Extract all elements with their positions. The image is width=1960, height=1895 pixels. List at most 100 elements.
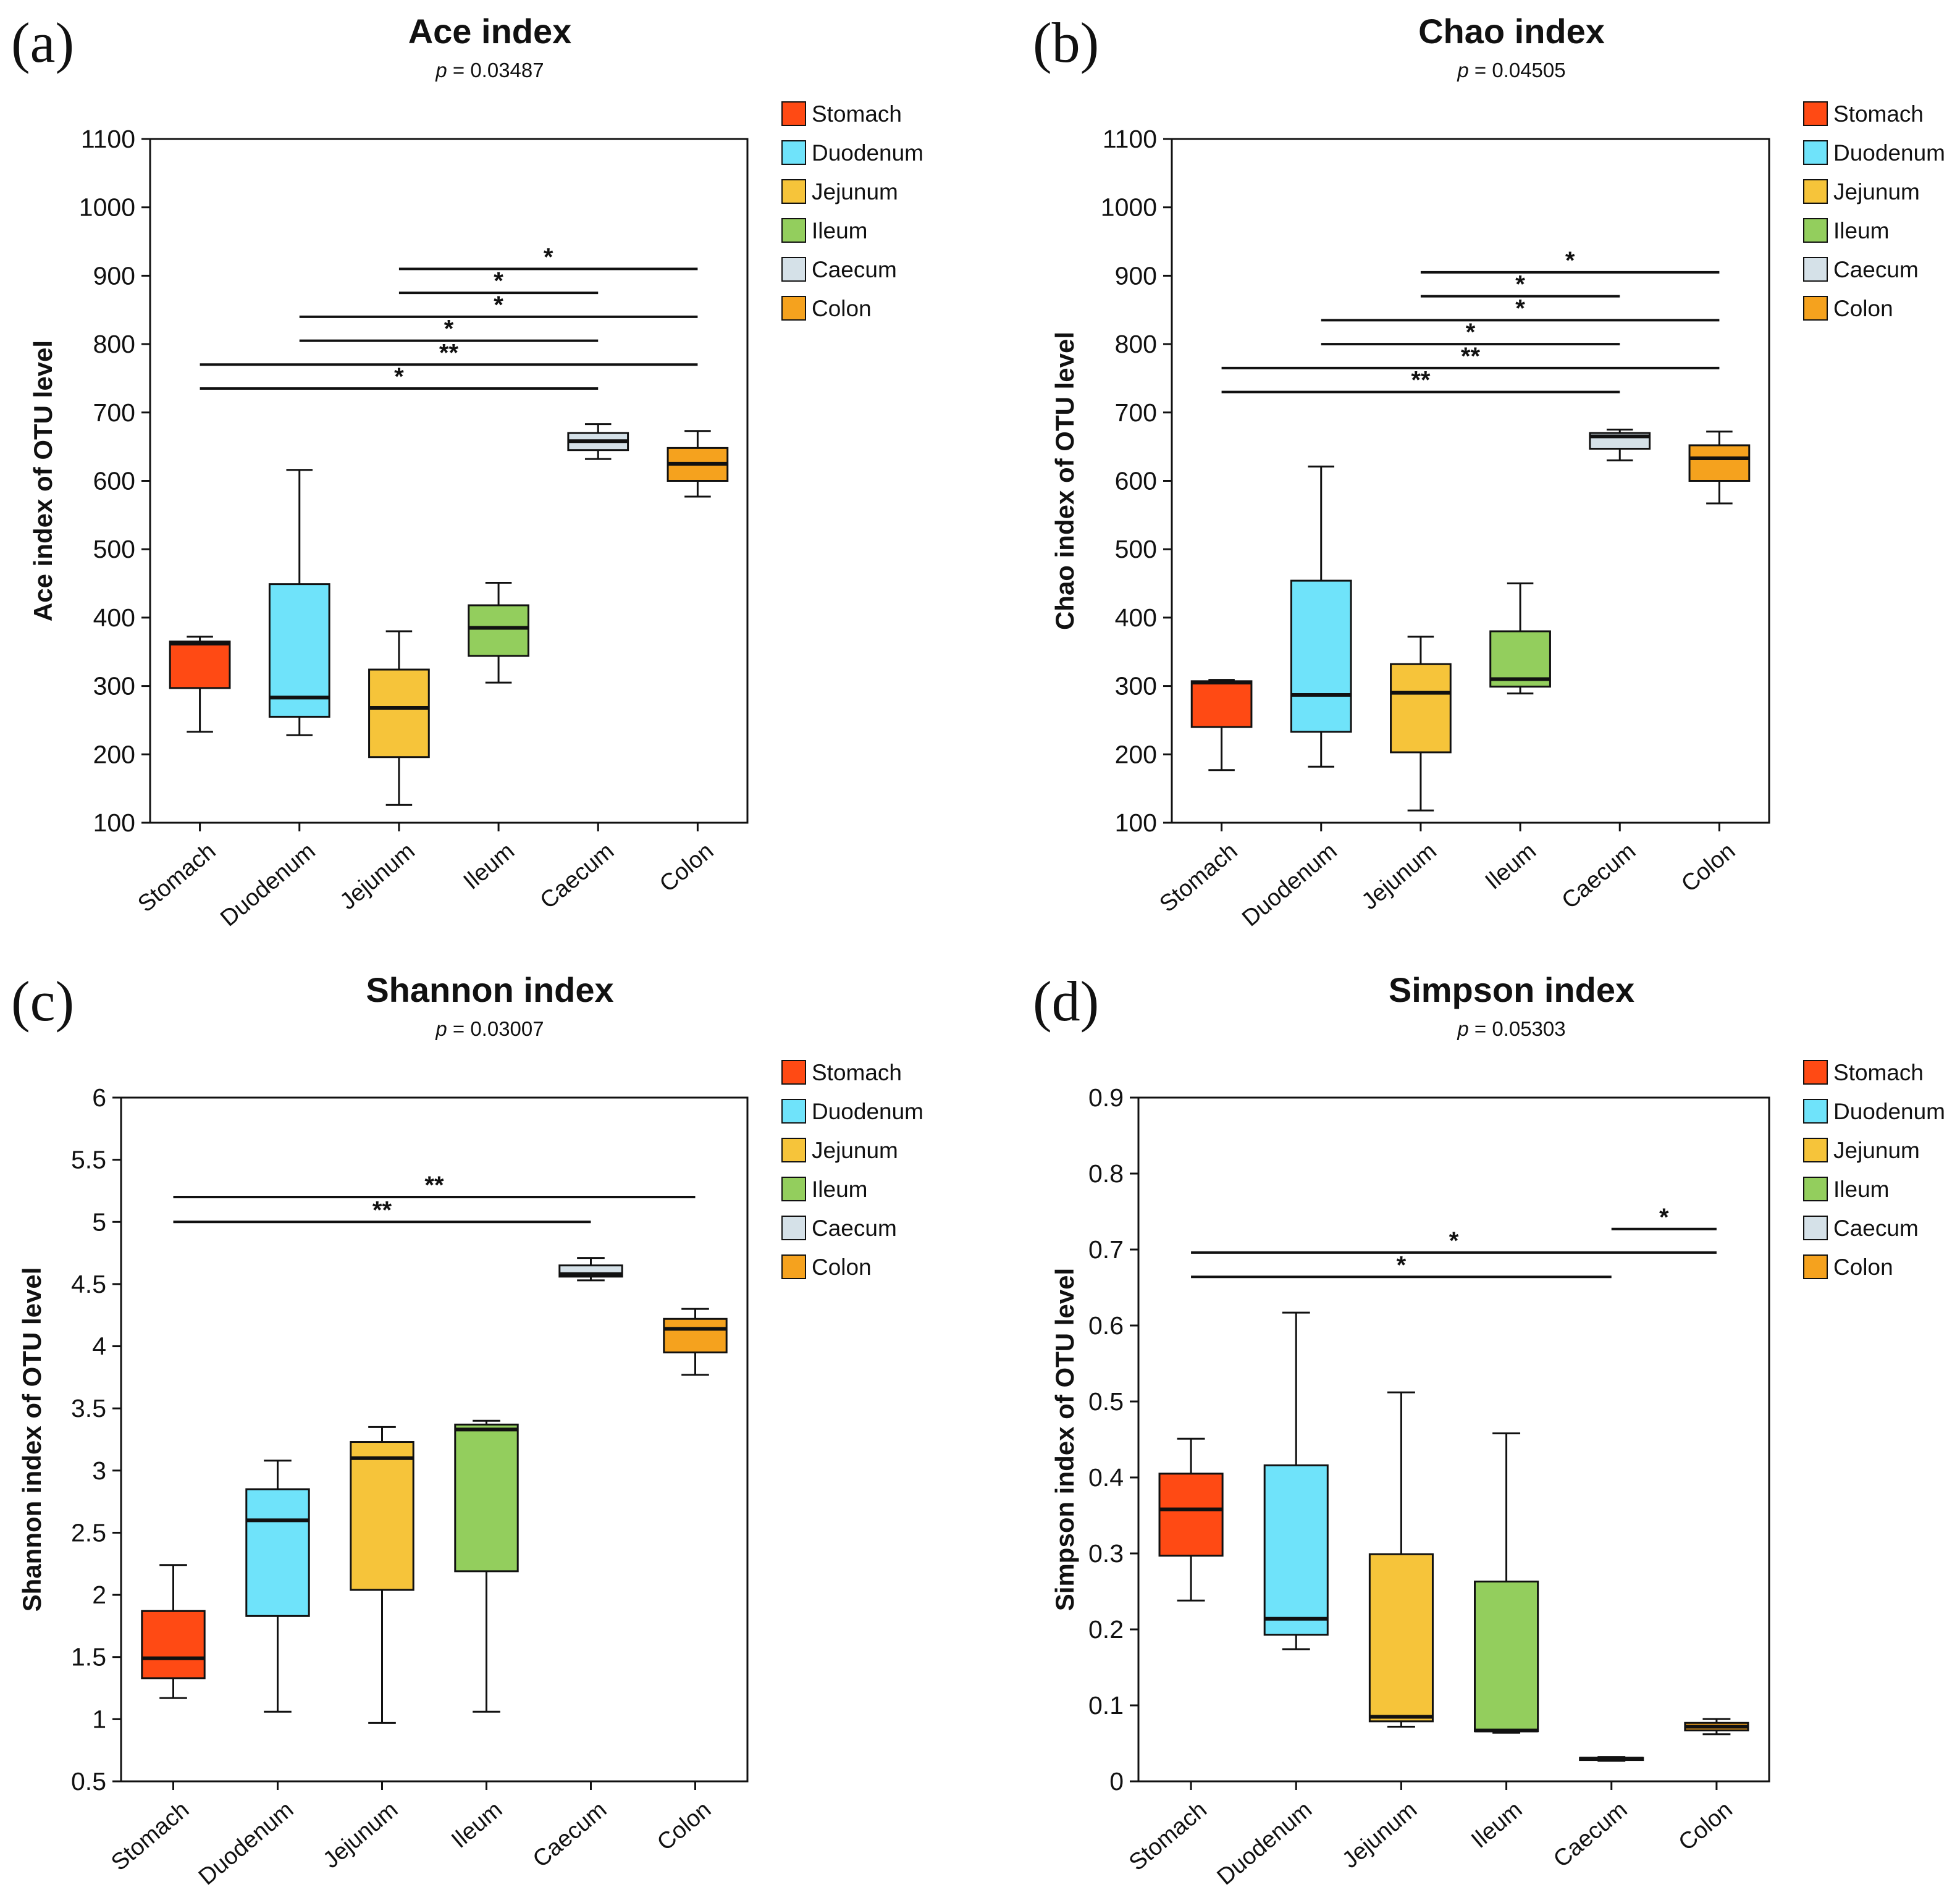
legend-swatch	[781, 1060, 806, 1085]
box-duodenum	[245, 1460, 310, 1713]
x-tick-label: Stomach	[133, 838, 221, 918]
legend-swatch	[781, 218, 806, 243]
plot-frame	[1137, 1096, 1770, 1783]
legend-label: Caecum	[1833, 257, 1919, 282]
p-value: p = 0.04505	[1457, 59, 1565, 82]
p-value-text: = 0.05303	[1469, 1017, 1566, 1040]
p-symbol: p	[1457, 59, 1468, 82]
panel-letter: (c)	[11, 970, 74, 1033]
x-tick-label: Colon	[652, 1797, 716, 1856]
y-tick-label: 0.3	[1088, 1539, 1124, 1568]
significance-star: *	[1565, 247, 1575, 274]
x-tick-label: Duodenum	[1237, 838, 1342, 932]
y-tick-label: 0.9	[1088, 1083, 1124, 1112]
p-symbol: p	[435, 59, 447, 82]
legend-label: Colon	[812, 1254, 872, 1280]
chart-panel: (b) Chao index p = 0.04505 100 200 300 400 500 6…	[1033, 11, 1945, 931]
plot-frame	[1171, 138, 1770, 824]
y-tick-label: 3.5	[71, 1394, 106, 1422]
y-tick-label: 300	[93, 672, 135, 700]
significance-star: *	[494, 292, 503, 319]
significance-star: *	[444, 316, 454, 343]
legend: Stomach Duodenum Jejunum Ileum Caecum Colon	[1803, 1060, 1945, 1280]
x-tick-label: Colon	[655, 838, 718, 897]
y-axis-label: Chao index of OTU level	[1050, 332, 1079, 630]
y-tick-label: 0	[1109, 1767, 1124, 1796]
box-caecum	[567, 423, 629, 460]
box-iqr	[1290, 579, 1352, 733]
legend-swatch	[781, 1216, 806, 1240]
y-tick-label: 800	[1115, 330, 1157, 358]
legend-label: Stomach	[1833, 1060, 1924, 1085]
p-value: p = 0.05303	[1457, 1017, 1565, 1040]
legend-swatch	[781, 1099, 806, 1124]
x-tick-label: Colon	[1676, 838, 1740, 897]
x-tick-label: Jejunum	[318, 1797, 403, 1874]
y-tick-label: 700	[93, 398, 135, 427]
y-tick-label: 0.7	[1088, 1235, 1124, 1264]
box-caecum	[1589, 428, 1651, 461]
x-tick-label: Caecum	[1549, 1797, 1632, 1873]
y-tick-label: 900	[1115, 261, 1157, 290]
chart-title: Simpson index	[1389, 970, 1634, 1009]
box-iqr	[368, 668, 430, 758]
x-tick-label: Ileum	[1481, 838, 1541, 895]
legend-label: Jejunum	[1833, 1138, 1920, 1163]
y-tick-label: 0.6	[1088, 1311, 1124, 1340]
x-tick-label: Duodenum	[194, 1797, 298, 1891]
box-ileum	[1474, 1432, 1539, 1734]
legend-label: Caecum	[812, 257, 897, 282]
x-tick-label: Caecum	[528, 1797, 612, 1873]
x-tick-label: Stomach	[106, 1797, 194, 1876]
significance-star: *	[544, 243, 553, 271]
y-tick-label: 3	[92, 1456, 106, 1485]
box-iqr	[1263, 1464, 1329, 1636]
box-ileum	[454, 1419, 519, 1713]
p-value: p = 0.03007	[435, 1017, 544, 1040]
significance-star: *	[394, 363, 404, 390]
y-tick-label: 400	[93, 603, 135, 632]
panel-letter: (d)	[1033, 970, 1099, 1033]
legend-swatch	[781, 179, 806, 204]
legend-label: Duodenum	[1833, 140, 1945, 166]
legend-swatch	[781, 1177, 806, 1201]
legend-label: Colon	[812, 296, 872, 321]
y-tick-label: 1000	[79, 193, 135, 222]
y-tick-label: 5	[92, 1208, 106, 1236]
legend-label: Stomach	[1833, 101, 1924, 127]
box-caecum	[558, 1257, 623, 1282]
legend-label: Duodenum	[1833, 1099, 1945, 1124]
legend-swatch	[1803, 179, 1828, 204]
panel-letter: (b)	[1033, 11, 1099, 74]
legend-label: Stomach	[812, 1060, 902, 1085]
box-iqr	[141, 1610, 206, 1679]
legend-label: Ileum	[1833, 218, 1889, 243]
box-iqr	[245, 1488, 310, 1617]
y-tick-label: 100	[1115, 809, 1157, 837]
significance-star: *	[1466, 319, 1476, 346]
y-tick-label: 5.5	[71, 1146, 106, 1174]
p-symbol: p	[1457, 1017, 1468, 1040]
box-iqr	[454, 1423, 519, 1573]
box-jejunum	[1368, 1391, 1434, 1728]
box-iqr	[169, 641, 231, 689]
legend-label: Caecum	[1833, 1216, 1919, 1241]
x-tick-label: Duodenum	[1213, 1797, 1317, 1891]
p-value-text: = 0.04505	[1469, 59, 1566, 82]
legend-swatch	[1803, 101, 1828, 126]
y-tick-label: 0.5	[1088, 1387, 1124, 1416]
significance-star: *	[1449, 1227, 1459, 1254]
y-tick-label: 1100	[81, 125, 135, 153]
chart-panel: (d) Simpson index p = 0.05303 0 0.1 0.2 0.3 0.4…	[1033, 970, 1945, 1890]
chart-title: Ace index	[408, 12, 572, 51]
significance-star: *	[1515, 271, 1525, 298]
box-duodenum	[1290, 465, 1352, 768]
box-iqr	[350, 1441, 414, 1591]
y-tick-label: 2	[92, 1581, 106, 1609]
legend-label: Colon	[1833, 296, 1893, 321]
x-tick-label: Ileum	[1466, 1797, 1527, 1854]
y-tick-label: 100	[93, 809, 135, 837]
box-iqr	[1368, 1553, 1434, 1723]
legend-label: Ileum	[812, 1177, 867, 1202]
y-tick-label: 0.1	[1088, 1691, 1124, 1720]
